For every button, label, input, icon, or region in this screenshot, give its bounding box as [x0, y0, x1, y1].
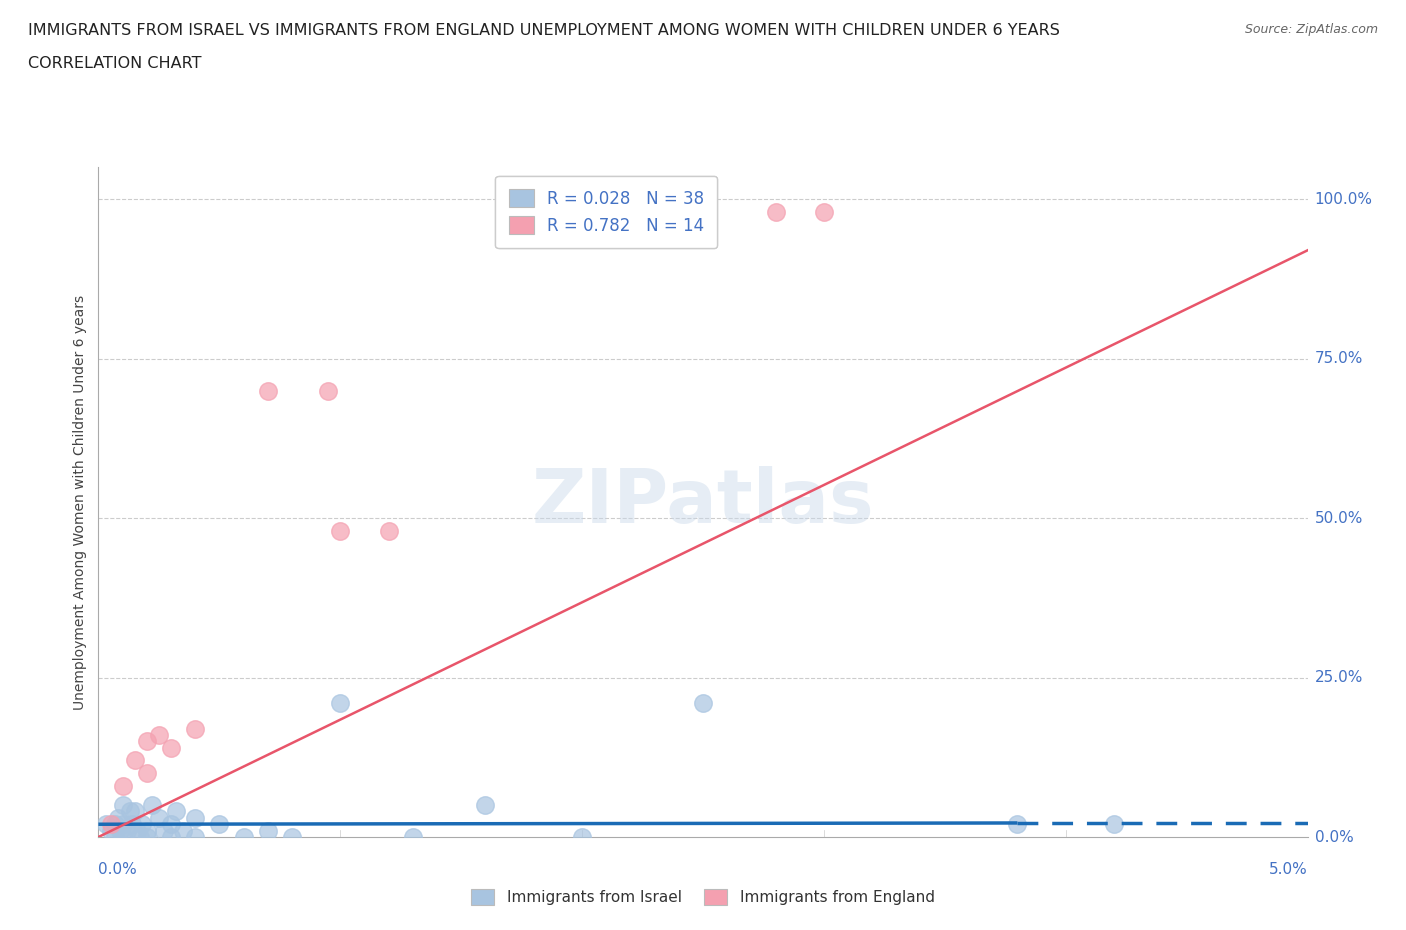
Y-axis label: Unemployment Among Women with Children Under 6 years: Unemployment Among Women with Children U… — [73, 295, 87, 710]
Text: IMMIGRANTS FROM ISRAEL VS IMMIGRANTS FROM ENGLAND UNEMPLOYMENT AMONG WOMEN WITH : IMMIGRANTS FROM ISRAEL VS IMMIGRANTS FRO… — [28, 23, 1060, 38]
Text: 0.0%: 0.0% — [1315, 830, 1353, 844]
Point — [172, 823, 194, 838]
Point — [148, 727, 170, 742]
Point — [1007, 817, 1029, 831]
Point — [111, 830, 134, 844]
Point — [111, 778, 134, 793]
Point — [184, 721, 207, 736]
Point — [127, 823, 149, 838]
Legend: R = 0.028   N = 38, R = 0.782   N = 14: R = 0.028 N = 38, R = 0.782 N = 14 — [495, 176, 717, 248]
Point — [104, 817, 127, 831]
Point — [108, 823, 131, 838]
Point — [160, 740, 183, 755]
Point — [765, 205, 787, 219]
Point — [135, 830, 157, 844]
Point — [184, 810, 207, 825]
Point — [117, 823, 139, 838]
Point — [571, 830, 593, 844]
Point — [124, 804, 146, 819]
Point — [256, 383, 278, 398]
Point — [111, 798, 134, 813]
Point — [148, 810, 170, 825]
Point — [474, 798, 496, 813]
Point — [184, 830, 207, 844]
Point — [131, 817, 153, 831]
Point — [316, 383, 339, 398]
Point — [329, 696, 352, 711]
Text: ZIPatlas: ZIPatlas — [531, 466, 875, 538]
Text: 75.0%: 75.0% — [1315, 352, 1362, 366]
Point — [281, 830, 304, 844]
Text: 0.0%: 0.0% — [98, 862, 138, 877]
Point — [135, 734, 157, 749]
Point — [1102, 817, 1125, 831]
Text: Source: ZipAtlas.com: Source: ZipAtlas.com — [1244, 23, 1378, 36]
Point — [256, 823, 278, 838]
Point — [402, 830, 425, 844]
Point — [94, 817, 117, 831]
Point — [111, 817, 134, 831]
Point — [118, 804, 141, 819]
Point — [152, 823, 174, 838]
Point — [100, 823, 122, 838]
Point — [135, 765, 157, 780]
Legend: Immigrants from Israel, Immigrants from England: Immigrants from Israel, Immigrants from … — [464, 882, 942, 913]
Point — [124, 753, 146, 768]
Point — [692, 696, 714, 711]
Text: 5.0%: 5.0% — [1268, 862, 1308, 877]
Point — [104, 830, 127, 844]
Point — [121, 817, 143, 831]
Point — [160, 817, 183, 831]
Text: 100.0%: 100.0% — [1315, 192, 1372, 206]
Point — [232, 830, 254, 844]
Point — [141, 798, 163, 813]
Point — [160, 830, 183, 844]
Point — [107, 810, 129, 825]
Point — [329, 524, 352, 538]
Point — [377, 524, 399, 538]
Text: 25.0%: 25.0% — [1315, 671, 1362, 685]
Text: 50.0%: 50.0% — [1315, 511, 1362, 525]
Point — [208, 817, 231, 831]
Point — [813, 205, 835, 219]
Point — [135, 823, 157, 838]
Point — [165, 804, 187, 819]
Point — [128, 830, 150, 844]
Text: CORRELATION CHART: CORRELATION CHART — [28, 56, 201, 71]
Point — [100, 817, 122, 831]
